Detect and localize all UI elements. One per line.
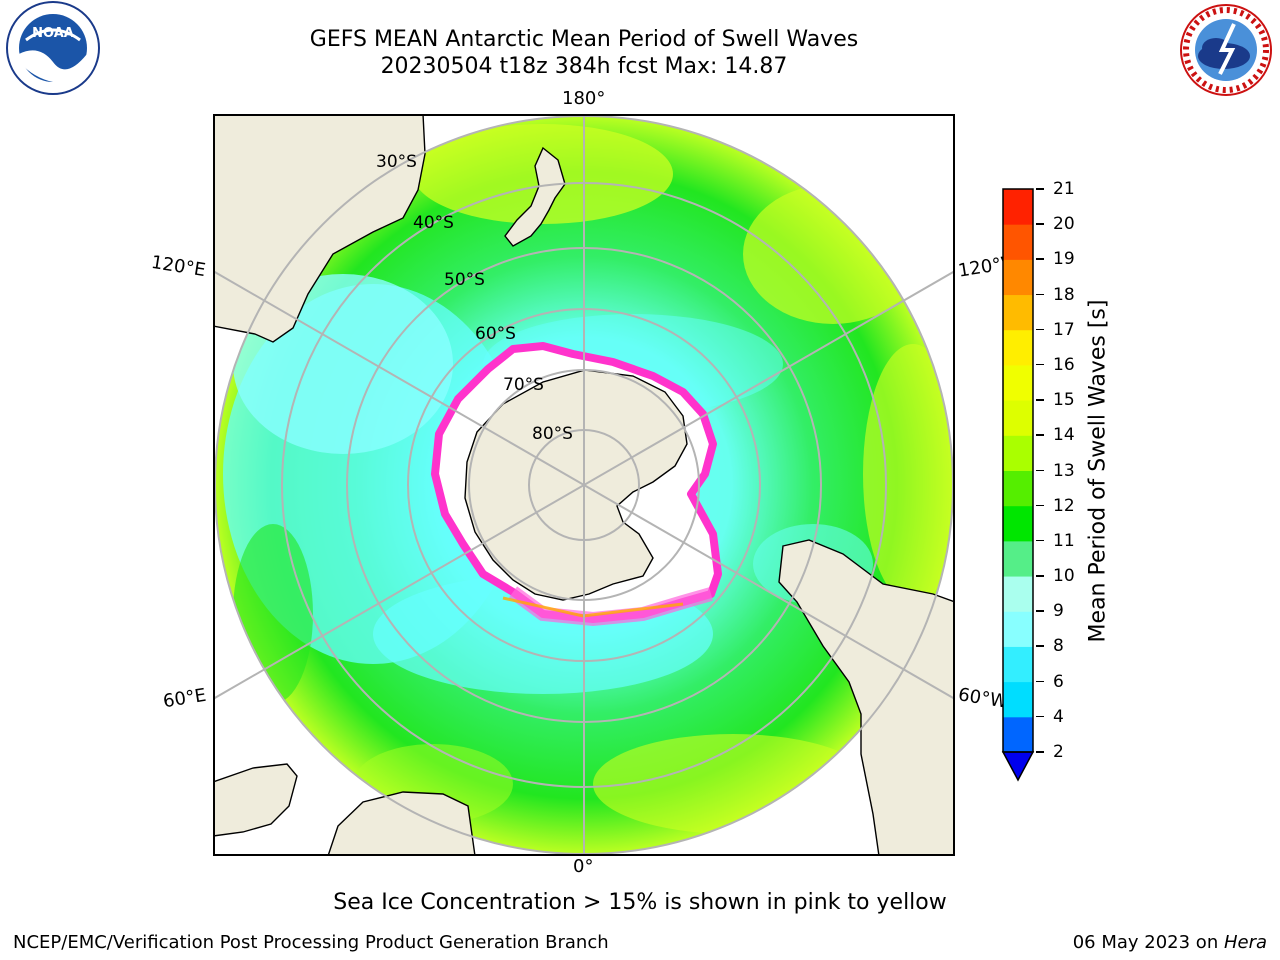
colorbar-tick-label: 4 (1053, 706, 1064, 727)
lat-label-30s: 30°S (376, 152, 417, 172)
colorbar-tick-mark (1036, 188, 1044, 190)
colorbar-tick-mark (1036, 223, 1044, 225)
lon-label-0: 0° (573, 856, 594, 877)
africa-landmass (327, 791, 476, 855)
colorbar-segment (1003, 505, 1033, 542)
lat-label-80s: 80°S (532, 424, 573, 444)
footer-branch: NCEP/EMC/Verification Post Processing Pr… (13, 932, 609, 953)
colorbar-segment (1003, 364, 1033, 401)
colorbar-tick-mark (1036, 469, 1044, 471)
polar-map (213, 114, 955, 856)
colorbar-tick-label: 16 (1053, 354, 1075, 375)
colorbar-tick-mark (1036, 751, 1044, 753)
colorbar-tick-label: 9 (1053, 601, 1064, 622)
chart-subtitle: 20230504 t18z 384h fcst Max: 14.87 (380, 54, 788, 79)
colorbar-tick-mark (1036, 610, 1044, 612)
colorbar-tick-label: 2 (1053, 742, 1064, 762)
noaa-wordmark: NOAA (32, 26, 74, 41)
colorbar-tick-mark (1036, 504, 1044, 507)
colorbar-tick-mark (1036, 258, 1044, 260)
colorbar-segment (1003, 435, 1033, 471)
colorbar-extend-min (1001, 751, 1035, 782)
colorbar-tick-mark (1036, 539, 1044, 542)
footer-date-text: 06 May 2023 on (1072, 932, 1224, 953)
colorbar-tick-label: 11 (1053, 530, 1075, 551)
lat-label-50s: 50°S (444, 270, 485, 290)
nws-logo-icon (1180, 4, 1272, 96)
footer-date: 06 May 2023 on Hera (1073, 932, 1267, 953)
colorbar-tick-mark (1036, 399, 1044, 401)
colorbar-tick-label: 13 (1053, 460, 1075, 481)
colorbar-segment (1003, 400, 1033, 436)
colorbar-tick-label: 17 (1053, 319, 1075, 340)
colorbar-tick-mark (1036, 434, 1044, 436)
colorbar-segment (1003, 576, 1033, 612)
colorbar-label: Mean Period of Swell Waves [s] (1085, 299, 1111, 643)
lat-label-40s: 40°S (413, 213, 454, 233)
colorbar-segment (1003, 716, 1033, 753)
chart-title: GEFS MEAN Antarctic Mean Period of Swell… (309, 27, 859, 52)
south-america-landmass (778, 539, 954, 855)
colorbar-tick-label: 19 (1053, 249, 1075, 270)
colorbar-tick-mark (1036, 575, 1044, 577)
colorbar-segment (1003, 329, 1033, 366)
colorbar-segment (1003, 259, 1033, 296)
colorbar-tick-label: 12 (1053, 495, 1075, 516)
colorbar-segment (1003, 189, 1033, 225)
sea-ice-caption: Sea Ice Concentration > 15% is shown in … (333, 890, 947, 915)
lon-label-180: 180° (562, 88, 606, 109)
colorbar-segment (1003, 611, 1033, 647)
colorbar-tick-mark (1036, 645, 1044, 647)
colorbar-tick-mark (1036, 293, 1044, 296)
colorbar-tick-label: 14 (1053, 425, 1075, 446)
colorbar-segment (1003, 224, 1033, 260)
colorbar (1001, 188, 1035, 782)
colorbar-segment (1003, 540, 1033, 577)
lon-label-120e: 120°E (149, 251, 208, 282)
colorbar-tick-label: 15 (1053, 390, 1075, 411)
lon-label-60e: 60°E (161, 684, 208, 713)
lat-label-60s: 60°S (475, 324, 516, 344)
colorbar-tick-mark (1036, 328, 1044, 331)
colorbar-tick-label: 8 (1053, 636, 1064, 657)
colorbar-segment (1003, 646, 1033, 683)
colorbar-tick-label: 20 (1053, 214, 1075, 235)
colorbar-tick-label: 18 (1053, 284, 1075, 305)
colorbar-tick-label: 10 (1053, 566, 1075, 587)
colorbar-tick-label: 6 (1053, 671, 1064, 692)
noaa-logo-icon: NOAA (6, 1, 100, 95)
colorbar-tick-mark (1036, 715, 1044, 718)
footer-host: Hera (1223, 932, 1267, 953)
madagascar-landmass (214, 763, 298, 837)
colorbar-segment (1003, 681, 1033, 718)
colorbar-segment (1003, 294, 1033, 331)
colorbar-segment (1003, 470, 1033, 507)
lat-label-70s: 70°S (503, 375, 544, 395)
colorbar-tick-mark (1036, 680, 1044, 683)
colorbar-tick-mark (1036, 363, 1044, 366)
antarctica-landmass (464, 369, 688, 601)
colorbar-tick-label: 21 (1053, 179, 1075, 199)
new-zealand-landmass (504, 146, 566, 247)
